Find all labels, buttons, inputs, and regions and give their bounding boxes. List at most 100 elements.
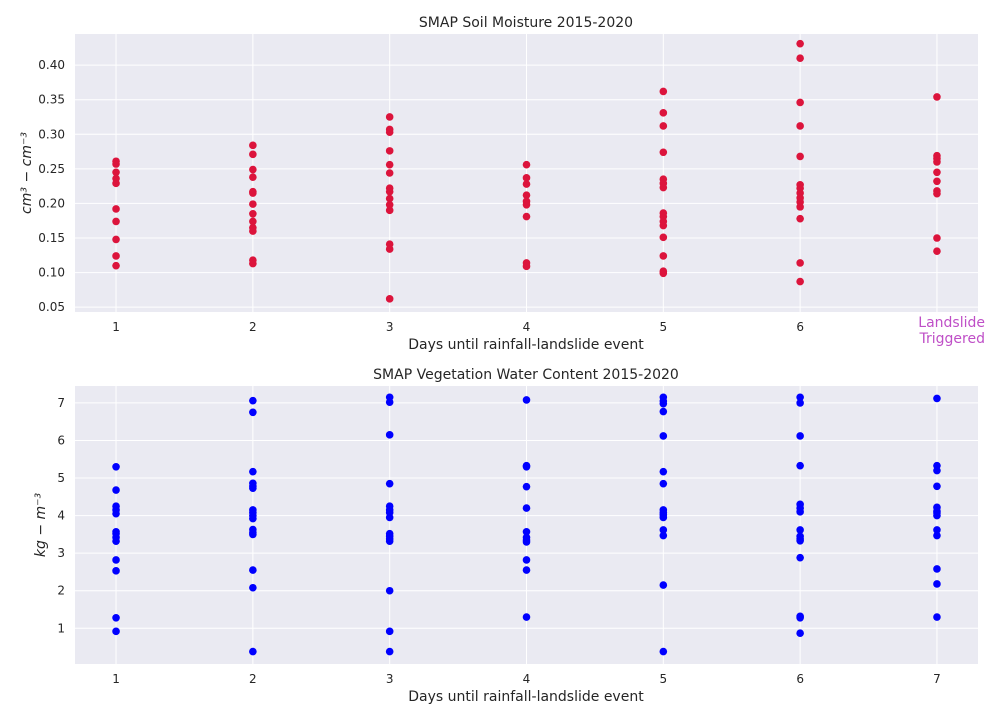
soil-moisture-points: [112, 39, 941, 303]
soil-moisture-point: [933, 168, 941, 177]
vegetation-water-point: [385, 479, 394, 488]
soil-moisture-point: [933, 234, 941, 242]
vegetation-water-point: [249, 583, 257, 592]
vegetation-water-point: [112, 613, 120, 622]
vegetation-water-point: [249, 408, 257, 417]
soil-moisture-point: [796, 203, 804, 211]
vegetation-water-point: [659, 479, 668, 488]
vegetation-water-point: [796, 613, 804, 622]
soil-moisture-x-axis-label: Days until rainfall-landslide event: [408, 337, 644, 353]
vegetation-water-point: [112, 567, 120, 575]
vegetation-water-point: [249, 484, 257, 492]
vegetation-water-y-tick-label: 4: [57, 509, 65, 523]
soil-moisture-point: [659, 252, 668, 260]
soil-moisture-y-tick-label: 0.30: [38, 127, 65, 141]
vegetation-water-x-tick-label: 1: [112, 672, 120, 686]
vegetation-water-point: [522, 482, 531, 491]
vegetation-water-point: [796, 629, 804, 637]
vegetation-water-point: [385, 586, 394, 595]
soil-moisture-title: SMAP Soil Moisture 2015-2020: [419, 15, 633, 31]
vegetation-water-point: [933, 466, 941, 475]
soil-moisture-point: [522, 262, 531, 271]
vegetation-water-point: [933, 613, 941, 621]
soil-moisture-y-tick-label: 0.35: [38, 93, 65, 107]
landslide-annotation-line-1: Landslide: [918, 315, 985, 331]
vegetation-water-point: [933, 482, 941, 491]
vegetation-water-point: [112, 537, 120, 545]
soil-moisture-point: [385, 147, 394, 155]
soil-moisture-point: [522, 191, 531, 199]
soil-moisture-point: [385, 169, 394, 177]
soil-moisture-x-tick-label: 4: [523, 320, 531, 334]
soil-moisture-point: [659, 148, 668, 157]
soil-moisture-point: [249, 173, 257, 181]
vegetation-water-x-tick-label: 3: [386, 672, 394, 686]
soil-moisture-point: [659, 109, 668, 117]
vegetation-water-y-axis-label: kg − m⁻³: [33, 492, 49, 557]
soil-moisture-point: [933, 177, 941, 186]
vegetation-water-point: [659, 467, 668, 476]
soil-moisture-x-tick-label: 5: [659, 320, 667, 334]
vegetation-water-point: [522, 556, 531, 564]
vegetation-water-point: [933, 565, 941, 573]
vegetation-water-point: [385, 513, 394, 522]
soil-moisture-point: [112, 179, 120, 188]
vegetation-water-panel: SMAP Vegetation Water Content 2015-2020 …: [33, 367, 978, 705]
soil-moisture-y-tick-label: 0.05: [38, 300, 65, 314]
vegetation-water-point: [659, 407, 668, 416]
vegetation-water-point: [796, 393, 804, 402]
soil-moisture-point: [385, 245, 394, 253]
soil-moisture-point: [385, 113, 394, 121]
vegetation-water-point: [112, 627, 120, 636]
vegetation-water-point: [249, 530, 257, 539]
soil-moisture-point: [112, 205, 120, 213]
soil-moisture-y-ticks: 0.05 0.10 0.15 0.20 0.25 0.30 0.35 0.40: [38, 58, 65, 314]
soil-moisture-point: [385, 128, 394, 136]
soil-moisture-point: [933, 189, 941, 198]
vegetation-water-point: [112, 462, 120, 471]
soil-moisture-point: [796, 214, 804, 223]
soil-moisture-point: [385, 206, 394, 215]
vegetation-water-point: [522, 527, 531, 536]
soil-moisture-point: [659, 87, 668, 96]
soil-moisture-point: [659, 122, 668, 130]
vegetation-water-point: [522, 538, 531, 546]
vegetation-water-point: [659, 513, 668, 522]
vegetation-water-y-ticks: 1 2 3 4 5 6 7: [57, 396, 65, 635]
soil-moisture-point: [522, 160, 531, 169]
soil-moisture-point: [659, 233, 668, 242]
vegetation-water-x-ticks: 1 2 3 4 5 6 7: [112, 672, 941, 686]
vegetation-water-point: [385, 398, 394, 406]
soil-moisture-point: [796, 39, 804, 48]
soil-moisture-point: [659, 269, 668, 278]
soil-moisture-point: [522, 212, 531, 221]
vegetation-water-x-tick-label: 2: [249, 672, 257, 686]
vegetation-water-point: [385, 431, 394, 439]
landslide-annotation-line-2: Triggered: [919, 331, 985, 347]
soil-moisture-point: [933, 158, 941, 166]
vegetation-water-y-tick-label: 7: [57, 396, 65, 410]
vegetation-water-y-tick-label: 6: [57, 433, 65, 447]
soil-moisture-point: [522, 201, 531, 209]
vegetation-water-point: [796, 526, 804, 534]
soil-moisture-point: [249, 210, 257, 218]
soil-moisture-point: [796, 277, 804, 286]
vegetation-water-point: [659, 432, 668, 440]
vegetation-water-point: [249, 647, 257, 656]
soil-moisture-point: [249, 165, 257, 174]
soil-moisture-point: [112, 235, 120, 244]
vegetation-water-y-tick-label: 5: [57, 471, 65, 485]
vegetation-water-point: [112, 509, 120, 518]
soil-moisture-point: [796, 98, 804, 107]
soil-moisture-y-tick-label: 0.10: [38, 266, 65, 280]
soil-moisture-point: [112, 168, 120, 177]
soil-moisture-point: [249, 217, 257, 226]
vegetation-water-point: [249, 467, 257, 476]
vegetation-water-point: [249, 514, 257, 523]
vegetation-water-point: [796, 508, 804, 516]
soil-moisture-point: [796, 259, 804, 267]
vegetation-water-point: [112, 556, 120, 564]
vegetation-water-point: [933, 511, 941, 520]
vegetation-water-point: [522, 566, 531, 574]
